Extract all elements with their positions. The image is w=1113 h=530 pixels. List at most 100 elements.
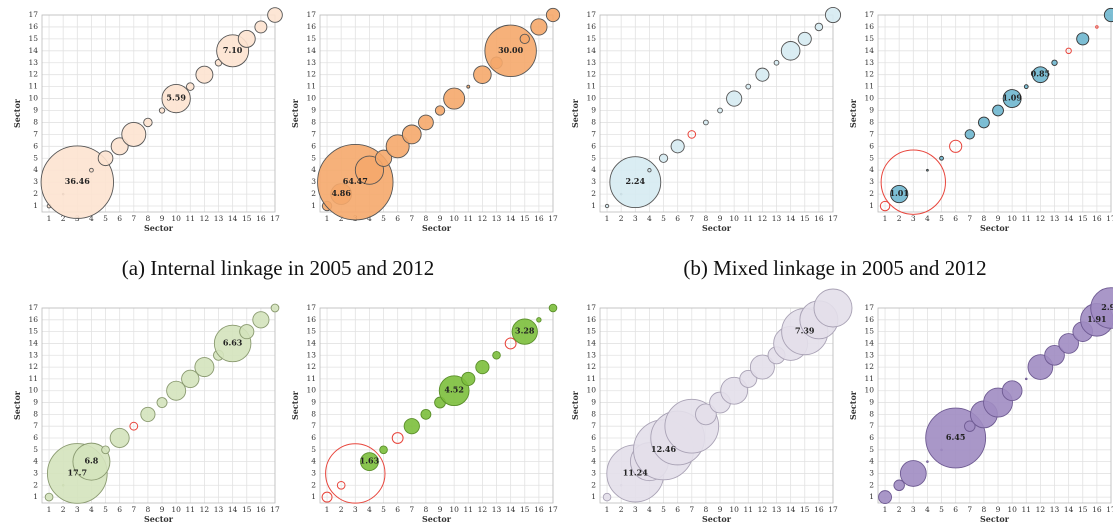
x-tick-label: 2	[61, 505, 66, 514]
x-axis-label: Sector	[422, 514, 452, 524]
y-tick-label: 5	[311, 153, 316, 162]
bubble	[434, 105, 446, 116]
x-tick-label: 2	[339, 505, 344, 514]
plot-frame	[877, 14, 1112, 213]
bubble	[717, 107, 723, 114]
bubble	[391, 432, 404, 444]
y-tick-label: 16	[306, 22, 316, 31]
y-tick-label: 4	[869, 165, 874, 174]
x-tick-label: 5	[661, 214, 666, 223]
x-tick-label: 4	[925, 505, 930, 514]
y-tick-label: 17	[306, 303, 316, 312]
x-tick-label: 3	[911, 505, 916, 514]
y-axis-label: Sector	[570, 98, 580, 128]
y-tick-label: 6	[869, 141, 874, 150]
caption: (b) Mixed linkage in 2005 and 2012	[683, 256, 986, 280]
y-tick-label: 8	[869, 117, 874, 126]
y-tick-label: 10	[864, 386, 874, 395]
chart-panel: 1234567891011121314151617123456789101112…	[848, 7, 1113, 233]
x-tick-label: 15	[1078, 214, 1088, 223]
bubble	[548, 303, 558, 313]
y-tick-label: 11	[28, 82, 38, 91]
bubble	[745, 83, 752, 90]
y-tick-label: 12	[586, 362, 596, 371]
x-tick-label: 6	[117, 505, 122, 514]
y-tick-label: 7	[311, 129, 316, 138]
x-tick-label: 1	[883, 505, 888, 514]
bubble	[321, 491, 333, 503]
y-tick-label: 5	[869, 153, 874, 162]
x-axis-label: Sector	[144, 514, 174, 524]
y-tick-label: 14	[28, 46, 38, 55]
x-tick-label: 2	[61, 214, 66, 223]
x-tick-label: 7	[967, 505, 972, 514]
y-tick-label: 13	[306, 350, 316, 359]
bubble	[1002, 89, 1022, 109]
x-tick-label: 14	[786, 505, 796, 514]
value-label: 6.45	[946, 432, 965, 442]
bubble	[797, 31, 812, 46]
y-axis-label: Sector	[290, 390, 300, 420]
x-tick-label: 16	[256, 214, 266, 223]
bubble	[780, 41, 801, 61]
y-tick-label: 2	[33, 480, 38, 489]
y-tick-label: 9	[311, 106, 316, 115]
y-tick-label: 16	[864, 315, 874, 324]
x-tick-label: 14	[1064, 214, 1074, 223]
value-label: 2.95	[1101, 302, 1113, 312]
y-tick-label: 6	[591, 141, 596, 150]
x-tick-label: 16	[814, 505, 824, 514]
y-tick-label: 7	[591, 129, 596, 138]
bubble	[926, 168, 929, 172]
bubble	[475, 360, 490, 375]
bubble	[1065, 47, 1072, 55]
y-tick-label: 5	[311, 445, 316, 454]
bubble	[158, 107, 166, 114]
x-axis-label: Sector	[702, 514, 732, 524]
x-tick-label: 10	[1007, 214, 1017, 223]
x-tick-label: 13	[214, 505, 224, 514]
bubble	[720, 376, 749, 405]
y-tick-label: 17	[864, 303, 874, 312]
x-tick-label: 8	[982, 214, 987, 223]
bubble	[254, 20, 268, 34]
y-tick-label: 3	[591, 468, 596, 477]
x-tick-label: 13	[214, 214, 224, 223]
y-tick-label: 10	[586, 94, 596, 103]
x-tick-label: 13	[1050, 214, 1060, 223]
bubble	[336, 480, 346, 490]
y-tick-label: 7	[591, 421, 596, 430]
bubble	[1025, 377, 1028, 381]
y-axis-label: Sector	[12, 390, 22, 420]
bubble	[194, 357, 215, 378]
chart-panel: 1234567891011121314151617123456789101112…	[848, 287, 1113, 524]
bubble	[604, 203, 610, 209]
y-tick-label: 12	[306, 70, 316, 79]
value-label: 6.63	[223, 337, 243, 347]
x-tick-label: 2	[897, 214, 902, 223]
x-tick-label: 4	[89, 505, 94, 514]
x-tick-label: 16	[534, 505, 544, 514]
bubble	[89, 167, 94, 173]
x-tick-label: 15	[800, 505, 810, 514]
y-tick-label: 13	[864, 58, 874, 67]
x-tick-label: 9	[718, 505, 723, 514]
x-tick-label: 16	[534, 214, 544, 223]
x-tick-label: 1	[605, 505, 610, 514]
y-axis-label: Sector	[12, 98, 22, 128]
y-tick-label: 3	[311, 177, 316, 186]
y-tick-label: 10	[586, 386, 596, 395]
y-tick-label: 13	[586, 58, 596, 67]
bubble	[239, 324, 255, 340]
x-tick-label: 5	[661, 505, 666, 514]
y-tick-label: 11	[586, 82, 596, 91]
value-label: 17.7	[68, 467, 87, 477]
x-tick-label: 14	[228, 214, 238, 223]
y-tick-label: 12	[586, 70, 596, 79]
x-tick-label: 5	[103, 214, 108, 223]
y-tick-label: 2	[33, 189, 38, 198]
bubble	[1044, 344, 1065, 366]
y-tick-label: 1	[869, 492, 874, 501]
y-tick-label: 2	[311, 480, 316, 489]
bubble	[121, 121, 147, 147]
